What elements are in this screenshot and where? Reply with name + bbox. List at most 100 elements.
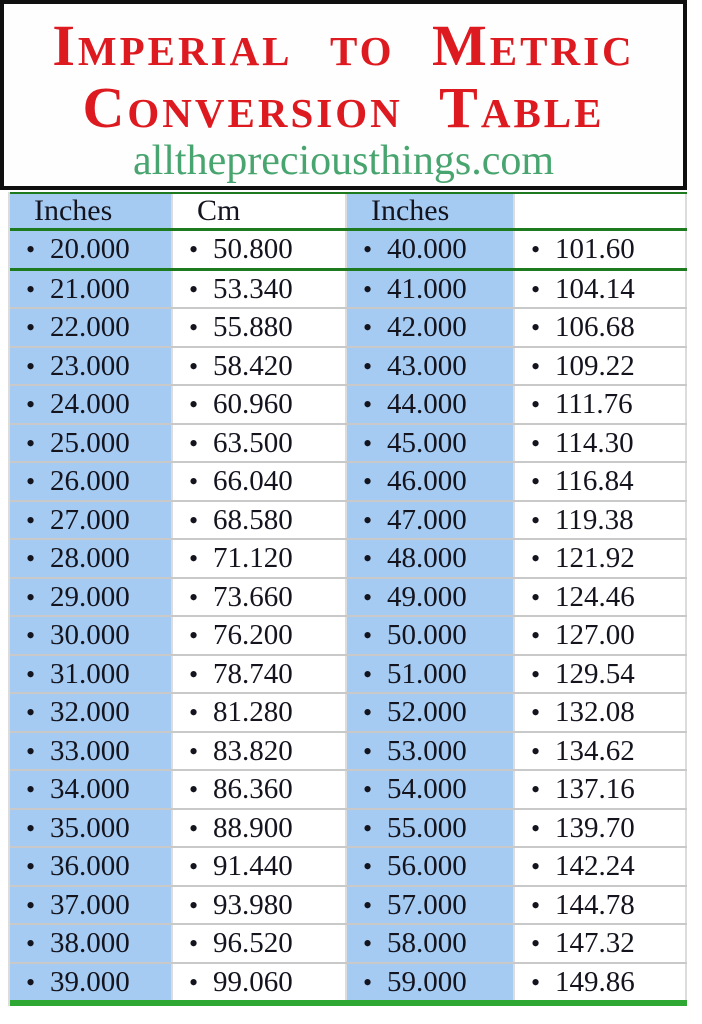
cell-value: 48.000 [387, 542, 467, 574]
table-row: • 31.000 • 78.740 • 51.000 • 129.54 [10, 655, 687, 694]
table-cell: • 114.30 [515, 424, 687, 461]
cell-value: 55.880 [213, 311, 293, 343]
table-cell: • 78.740 [173, 655, 347, 692]
column-header-inches-left: Inches [10, 194, 173, 228]
table-cell: • 106.68 [515, 309, 687, 346]
bullet-icon: • [26, 967, 36, 997]
cell-value: 57.000 [387, 888, 467, 921]
table-cell: • 37.000 [10, 886, 173, 923]
bullet-icon: • [26, 235, 36, 264]
bullet-icon: • [531, 582, 541, 612]
bullet-icon: • [531, 467, 541, 496]
cell-value: 35.000 [50, 811, 130, 844]
table-cell: • 68.580 [173, 501, 347, 538]
cell-value: 134.62 [555, 734, 635, 767]
table-row: • 39.000 • 99.060 • 59.000 • 149.86 [10, 963, 687, 1000]
bullet-icon: • [531, 505, 541, 535]
bullet-icon: • [531, 659, 541, 689]
table-body: • 20.000 • 50.800 • 40.000 • 101.60 • 21.000 • 53.3… [10, 231, 687, 1000]
cell-value: 86.360 [213, 773, 293, 805]
bullet-icon: • [531, 775, 541, 804]
table-cell: • 63.500 [173, 424, 347, 461]
table-cell: • 28.000 [10, 540, 173, 577]
cell-value: 50.000 [387, 619, 467, 651]
cell-value: 149.86 [555, 965, 635, 998]
cell-value: 124.46 [555, 580, 635, 613]
table-cell: • 93.980 [173, 886, 347, 923]
cell-value: 32.000 [50, 696, 130, 728]
table-cell: • 132.08 [515, 694, 687, 731]
bullet-icon: • [363, 467, 373, 496]
bullet-icon: • [26, 775, 36, 804]
column-header-cm-left: Cm [173, 194, 347, 228]
table-cell: • 99.060 [173, 963, 347, 1000]
bullet-icon: • [26, 852, 36, 881]
table-row: • 22.000 • 55.880 • 42.000 • 106.68 [10, 309, 687, 348]
bullet-icon: • [531, 736, 541, 766]
cell-value: 26.000 [50, 465, 130, 497]
bullet-icon: • [363, 967, 373, 997]
cell-value: 127.00 [555, 619, 635, 651]
table-cell: • 127.00 [515, 617, 687, 654]
cell-value: 53.340 [213, 272, 293, 305]
table-row: • 21.000 • 53.340 • 41.000 • 104.14 [10, 270, 687, 309]
bullet-icon: • [363, 890, 373, 920]
table-cell: • 104.14 [515, 270, 687, 307]
bullet-icon: • [363, 813, 373, 843]
table-cell: • 121.92 [515, 540, 687, 577]
table-cell: • 29.000 [10, 578, 173, 615]
bullet-icon: • [189, 582, 199, 612]
table-cell: • 51.000 [347, 655, 515, 692]
cell-value: 29.000 [50, 580, 130, 613]
cell-value: 30.000 [50, 619, 130, 651]
bullet-icon: • [189, 890, 199, 920]
bullet-icon: • [26, 659, 36, 689]
bullet-icon: • [531, 967, 541, 997]
table-cell: • 91.440 [173, 848, 347, 885]
bullet-icon: • [189, 313, 199, 342]
column-header-inches-right: Inches [347, 194, 515, 228]
table-cell: • 22.000 [10, 309, 173, 346]
cell-value: 129.54 [555, 657, 635, 690]
table-cell: • 45.000 [347, 424, 515, 461]
table-row: • 35.000 • 88.900 • 55.000 • 139.70 [10, 809, 687, 848]
cell-value: 34.000 [50, 773, 130, 805]
conversion-table: Inches Cm Inches • 20.000 • 50.800 • 40.000 • 1… [8, 192, 687, 1006]
table-cell: • 40.000 [347, 231, 515, 268]
table-row: • 26.000 • 66.040 • 46.000 • 116.84 [10, 463, 687, 502]
bullet-icon: • [189, 929, 199, 958]
bullet-icon: • [363, 428, 373, 458]
cell-value: 51.000 [387, 657, 467, 690]
cell-value: 109.22 [555, 349, 635, 382]
bullet-icon: • [363, 852, 373, 881]
table-cell: • 149.86 [515, 963, 687, 1000]
table-row: • 29.000 • 73.660 • 49.000 • 124.46 [10, 578, 687, 617]
table-cell: • 38.000 [10, 925, 173, 962]
table-cell: • 34.000 [10, 771, 173, 808]
table-cell: • 109.22 [515, 347, 687, 384]
cell-value: 142.24 [555, 850, 635, 882]
table-cell: • 81.280 [173, 694, 347, 731]
bullet-icon: • [363, 736, 373, 766]
cell-value: 147.32 [555, 927, 635, 959]
table-cell: • 54.000 [347, 771, 515, 808]
bullet-icon: • [531, 813, 541, 843]
table-cell: • 27.000 [10, 501, 173, 538]
bullet-icon: • [189, 621, 199, 650]
cell-value: 42.000 [387, 311, 467, 343]
bullet-icon: • [363, 698, 373, 727]
bullet-icon: • [26, 274, 36, 304]
table-cell: • 39.000 [10, 963, 173, 1000]
cell-value: 99.060 [213, 965, 293, 998]
cell-value: 116.84 [555, 465, 634, 497]
table-cell: • 53.340 [173, 270, 347, 307]
bullet-icon: • [189, 967, 199, 997]
table-cell: • 50.000 [347, 617, 515, 654]
bullet-icon: • [26, 313, 36, 342]
bullet-icon: • [531, 390, 541, 419]
table-row: • 20.000 • 50.800 • 40.000 • 101.60 [10, 231, 687, 271]
table-cell: • 49.000 [347, 578, 515, 615]
table-cell: • 58.000 [347, 925, 515, 962]
bullet-icon: • [363, 351, 373, 381]
bullet-icon: • [189, 467, 199, 496]
